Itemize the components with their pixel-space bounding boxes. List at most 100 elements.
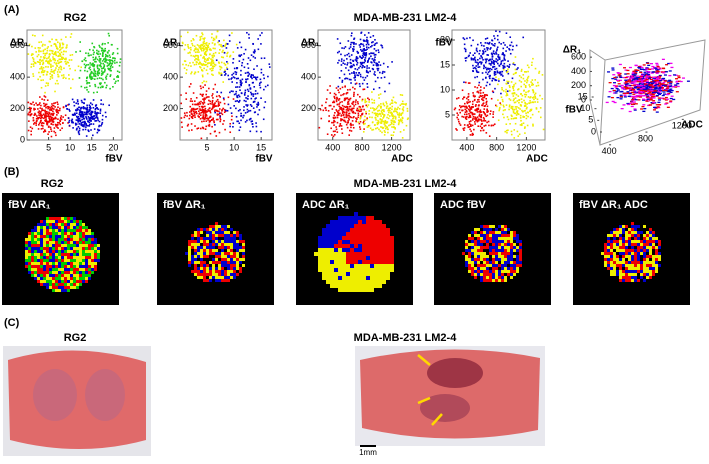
scatter-point [87, 120, 89, 122]
scatter-point [244, 94, 246, 96]
scatter-point [63, 76, 65, 78]
scatter-point [381, 77, 383, 79]
scatter-point [486, 103, 488, 105]
scatter-point [75, 102, 77, 104]
pixel [43, 223, 46, 226]
scatter-point [648, 97, 651, 98]
scatter-point [43, 53, 45, 55]
scatter-point [47, 83, 49, 85]
scatter-point [494, 43, 496, 45]
pixel [40, 283, 43, 286]
scatter-point [383, 111, 385, 113]
pixel [197, 228, 200, 231]
pixel [28, 241, 31, 244]
pixel [49, 232, 52, 235]
scatter-point [352, 120, 354, 122]
pixel [212, 225, 215, 228]
pixel [25, 241, 28, 244]
scatter-point [238, 122, 240, 124]
scatter-point [352, 124, 354, 126]
pixel [97, 259, 100, 262]
scatter-point [222, 50, 224, 52]
scatter-point [340, 115, 342, 117]
scatter-point [199, 102, 201, 104]
y-axis-label: ΔR₁ [10, 38, 29, 49]
scatter-point [383, 63, 385, 65]
pixel [85, 250, 88, 253]
scatter-point [472, 103, 474, 105]
pixel [188, 243, 191, 246]
scatter-point [194, 100, 196, 102]
scatter-point [373, 100, 375, 102]
scatter-point [89, 122, 91, 124]
scatter-point [195, 49, 197, 51]
pixel [85, 253, 88, 256]
scatter-point [477, 87, 479, 89]
pixel [366, 216, 370, 220]
scatter-point [86, 135, 88, 137]
scatter-point [198, 113, 200, 115]
scatter-point [503, 110, 505, 112]
scatter-point [236, 78, 238, 80]
pixel [206, 240, 209, 243]
scatter-point [355, 72, 357, 74]
pixel [82, 268, 85, 271]
scatter-point [640, 108, 643, 109]
scatter-point [387, 128, 389, 130]
scatter-point [62, 54, 64, 56]
y-tick-label: 200 [10, 103, 25, 113]
pixel [70, 229, 73, 232]
scatter-point [190, 73, 192, 75]
scatter-point [72, 79, 74, 81]
scatter-point [197, 58, 199, 60]
pixel [206, 267, 209, 270]
scatter-point [38, 110, 40, 112]
scatter-point [112, 86, 114, 88]
pixel [49, 271, 52, 274]
scatter-point [212, 100, 214, 102]
scatter-point [366, 83, 368, 85]
scatter-point [252, 126, 254, 128]
scatter-point [517, 67, 519, 69]
panel-title: RG2 [64, 332, 87, 344]
scatter-point [652, 92, 655, 93]
pixel [43, 259, 46, 262]
pixel [200, 246, 203, 249]
pixel [61, 259, 64, 262]
scatter-point [512, 45, 514, 47]
scatter-point [384, 114, 386, 116]
pixel [49, 277, 52, 280]
scatter-point [204, 58, 206, 60]
scatter-point [657, 71, 660, 72]
pixel [67, 277, 70, 280]
scatter-point [518, 95, 520, 97]
scatter-point [264, 101, 266, 103]
scatter-point [375, 62, 377, 64]
pixel [239, 258, 242, 261]
pixel [34, 241, 37, 244]
pixel [233, 252, 236, 255]
pixel [200, 276, 203, 279]
panel-title: RG2 [41, 178, 64, 190]
pixel [82, 229, 85, 232]
pixel [194, 246, 197, 249]
scatter-point [62, 57, 64, 59]
scatter-point [88, 53, 90, 55]
scatter-point [61, 127, 63, 129]
scatter-point [620, 77, 623, 78]
pixel [82, 226, 85, 229]
scatter-point [489, 78, 491, 80]
scatter-point [532, 124, 534, 126]
scatter-point [499, 57, 501, 59]
pixel [188, 246, 191, 249]
scatter-point [362, 44, 364, 46]
scatter-point [48, 106, 50, 108]
scatter-point [81, 114, 83, 116]
scatter-point [43, 74, 45, 76]
pixel [49, 268, 52, 271]
scatter-point [57, 71, 59, 73]
scatter-point [208, 108, 210, 110]
scatter-point [104, 48, 106, 50]
scatter-point [477, 62, 479, 64]
scatter-point [188, 118, 190, 120]
